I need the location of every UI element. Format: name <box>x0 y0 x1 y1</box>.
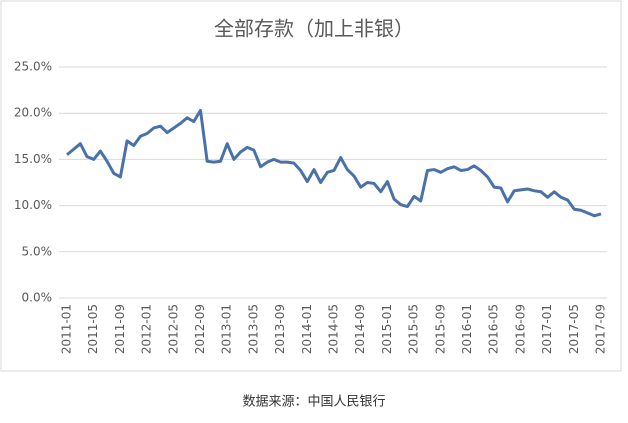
x-tick-label: 2011-05 <box>86 304 100 354</box>
x-tick-label: 2014-05 <box>327 304 341 354</box>
x-tick-label: 2015-01 <box>380 304 394 354</box>
x-tick-label: 2011-09 <box>113 304 127 354</box>
x-tick-label: 2015-05 <box>407 304 421 354</box>
x-tick-label: 2015-09 <box>433 304 447 354</box>
x-tick-label: 2013-01 <box>220 304 234 354</box>
x-tick-label: 2013-05 <box>246 304 260 354</box>
x-tick-label: 2012-01 <box>140 304 154 354</box>
chart-title: 全部存款（加上非银） <box>214 17 414 41</box>
x-tick-label: 2011-01 <box>60 304 74 354</box>
y-tick-label: 15.0% <box>14 152 52 166</box>
y-tick-label: 0.0% <box>22 291 53 305</box>
x-tick-label: 2017-01 <box>540 304 554 354</box>
y-tick-label: 10.0% <box>14 198 52 212</box>
y-tick-label: 25.0% <box>14 60 52 74</box>
x-tick-label: 2012-05 <box>166 304 180 354</box>
x-tick-label: 2016-09 <box>513 304 527 354</box>
y-tick-label: 5.0% <box>22 244 53 258</box>
chart-border <box>0 0 622 372</box>
caption: 数据来源：中国人民银行 <box>242 395 385 410</box>
x-tick-label: 2016-01 <box>460 304 474 354</box>
x-tick-label: 2013-09 <box>273 304 287 354</box>
y-tick-label: 20.0% <box>14 106 52 120</box>
line <box>66 108 602 218</box>
x-tick-label: 2017-05 <box>567 304 581 354</box>
x-tick-label: 2014-09 <box>353 304 367 354</box>
x-tick-label: 2017-09 <box>594 304 608 354</box>
x-tick-label: 2014-01 <box>300 304 314 354</box>
x-tick-label: 2012-09 <box>193 304 207 354</box>
x-tick-label: 2016-05 <box>487 304 501 354</box>
